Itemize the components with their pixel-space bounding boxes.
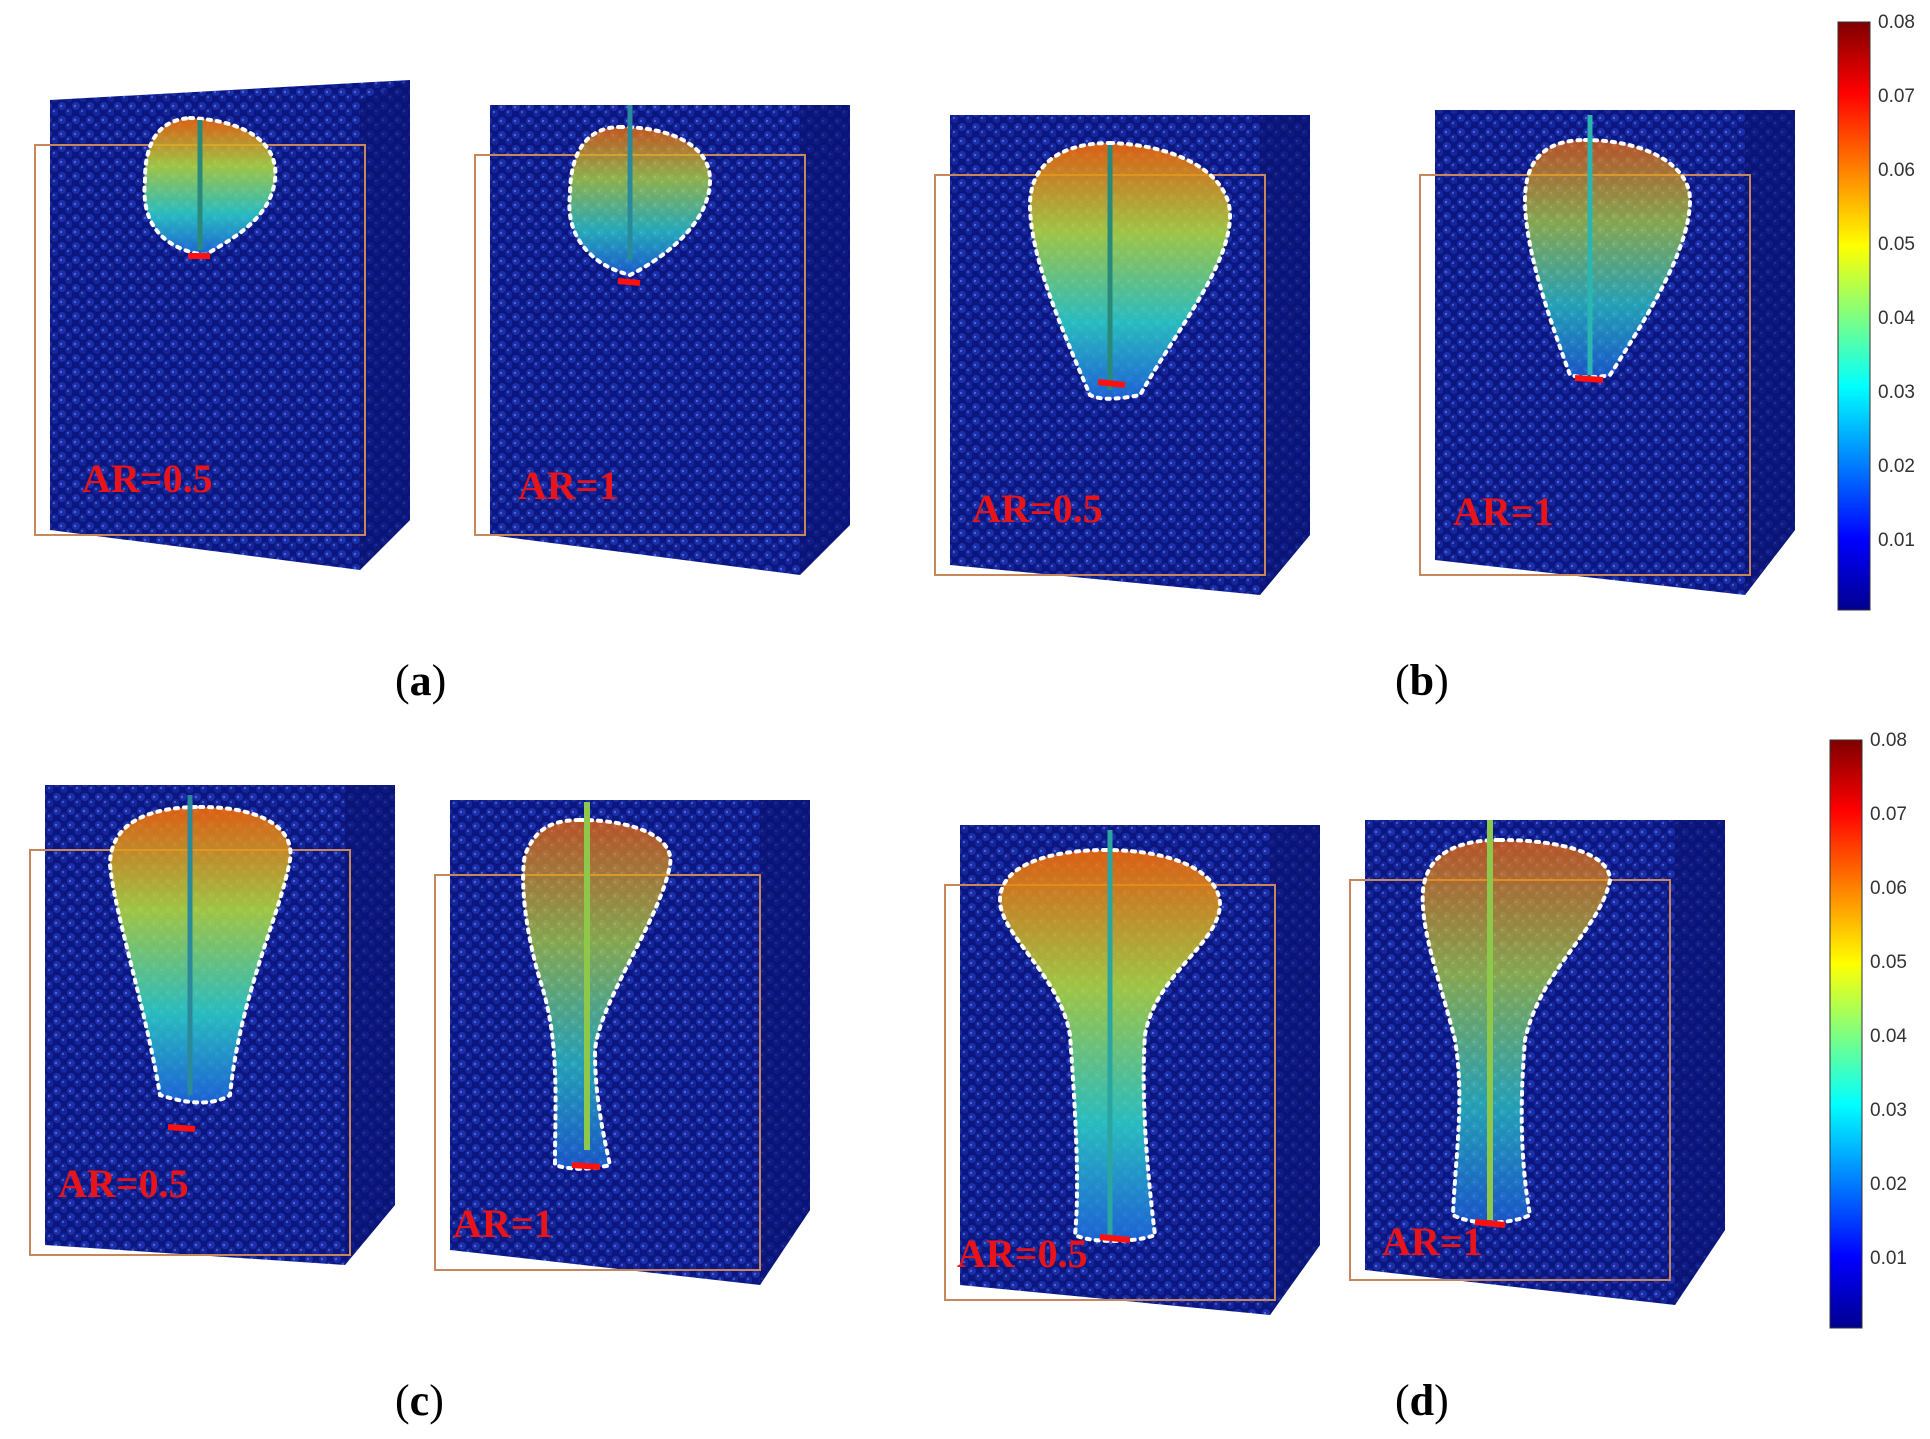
simulation-a-ar1	[474, 105, 850, 575]
simulation-b-ar1	[1419, 110, 1795, 595]
colorbar-top: 0.08 0.07 0.06 0.05 0.04 0.03 0.02 0.01	[1837, 12, 1928, 612]
caption-c: (c)	[395, 1376, 444, 1425]
colorbar-top-tick-7: 0.01	[1878, 530, 1915, 551]
caption-a: (a)	[395, 656, 447, 705]
colorbar-top-gradient	[1837, 21, 1871, 611]
panel-c: AR=0.5 AR=1 (c)	[0, 720, 900, 1439]
colorbar-bottom-tick-2: 0.06	[1870, 878, 1907, 899]
colorbar-top-tick-0: 0.08	[1878, 12, 1915, 33]
colorbar-top-tick-3: 0.05	[1878, 234, 1915, 255]
simulation-c-ar1	[434, 800, 810, 1285]
colorbar-bottom-tick-3: 0.05	[1870, 952, 1907, 973]
simulation-d-ar1	[1349, 820, 1725, 1305]
ar-label-d1: AR=0.5	[957, 1231, 1088, 1276]
caption-b: (b)	[1395, 656, 1449, 705]
ar-label-b2: AR=1	[1453, 489, 1554, 534]
colorbar-bottom-tick-4: 0.04	[1870, 1026, 1907, 1047]
ar-label-a1: AR=0.5	[82, 456, 213, 501]
caption-d: (d)	[1395, 1376, 1449, 1425]
colorbar-top-tick-5: 0.03	[1878, 382, 1915, 403]
panel-d: AR=0.5 AR=1 (d)	[900, 720, 1820, 1439]
colorbar-bottom-tick-1: 0.07	[1870, 804, 1907, 825]
ar-label-c1: AR=0.5	[58, 1161, 189, 1206]
colorbar-bottom-gradient	[1829, 739, 1863, 1329]
simulation-d-ar05	[944, 825, 1320, 1315]
colorbar-top-tick-6: 0.02	[1878, 456, 1915, 477]
colorbar-bottom-tick-7: 0.01	[1870, 1248, 1907, 1269]
ar-label-c2: AR=1	[453, 1201, 554, 1246]
colorbar-top-tick-4: 0.04	[1878, 308, 1915, 329]
ar-label-d2: AR=1	[1382, 1219, 1483, 1264]
colorbar-bottom: 0.08 0.07 0.06 0.05 0.04 0.03 0.02 0.01	[1829, 730, 1928, 1330]
simulation-b-ar05	[934, 115, 1310, 595]
ar-label-a2: AR=1	[518, 463, 619, 508]
simulation-a-ar05	[34, 80, 410, 570]
panel-b: AR=0.5 AR=1 (b)	[900, 0, 1820, 720]
colorbar-top-tick-1: 0.07	[1878, 86, 1915, 107]
colorbar-bottom-tick-5: 0.03	[1870, 1100, 1907, 1121]
colorbar-bottom-tick-6: 0.02	[1870, 1174, 1907, 1195]
ar-label-b1: AR=0.5	[972, 486, 1103, 531]
colorbar-top-tick-2: 0.06	[1878, 160, 1915, 181]
colorbar-bottom-tick-0: 0.08	[1870, 730, 1907, 751]
panel-a: AR=0.5 AR=1 (a)	[0, 0, 900, 720]
simulation-c-ar05	[29, 785, 395, 1265]
